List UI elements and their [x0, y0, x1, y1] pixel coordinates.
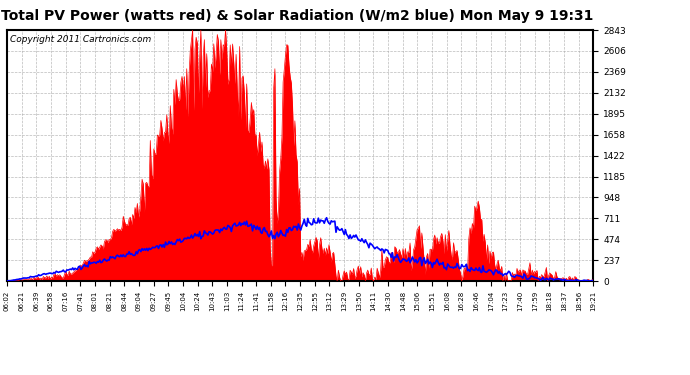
Text: Copyright 2011 Cartronics.com: Copyright 2011 Cartronics.com: [10, 35, 151, 44]
Text: Total PV Power (watts red) & Solar Radiation (W/m2 blue) Mon May 9 19:31: Total PV Power (watts red) & Solar Radia…: [1, 9, 593, 23]
